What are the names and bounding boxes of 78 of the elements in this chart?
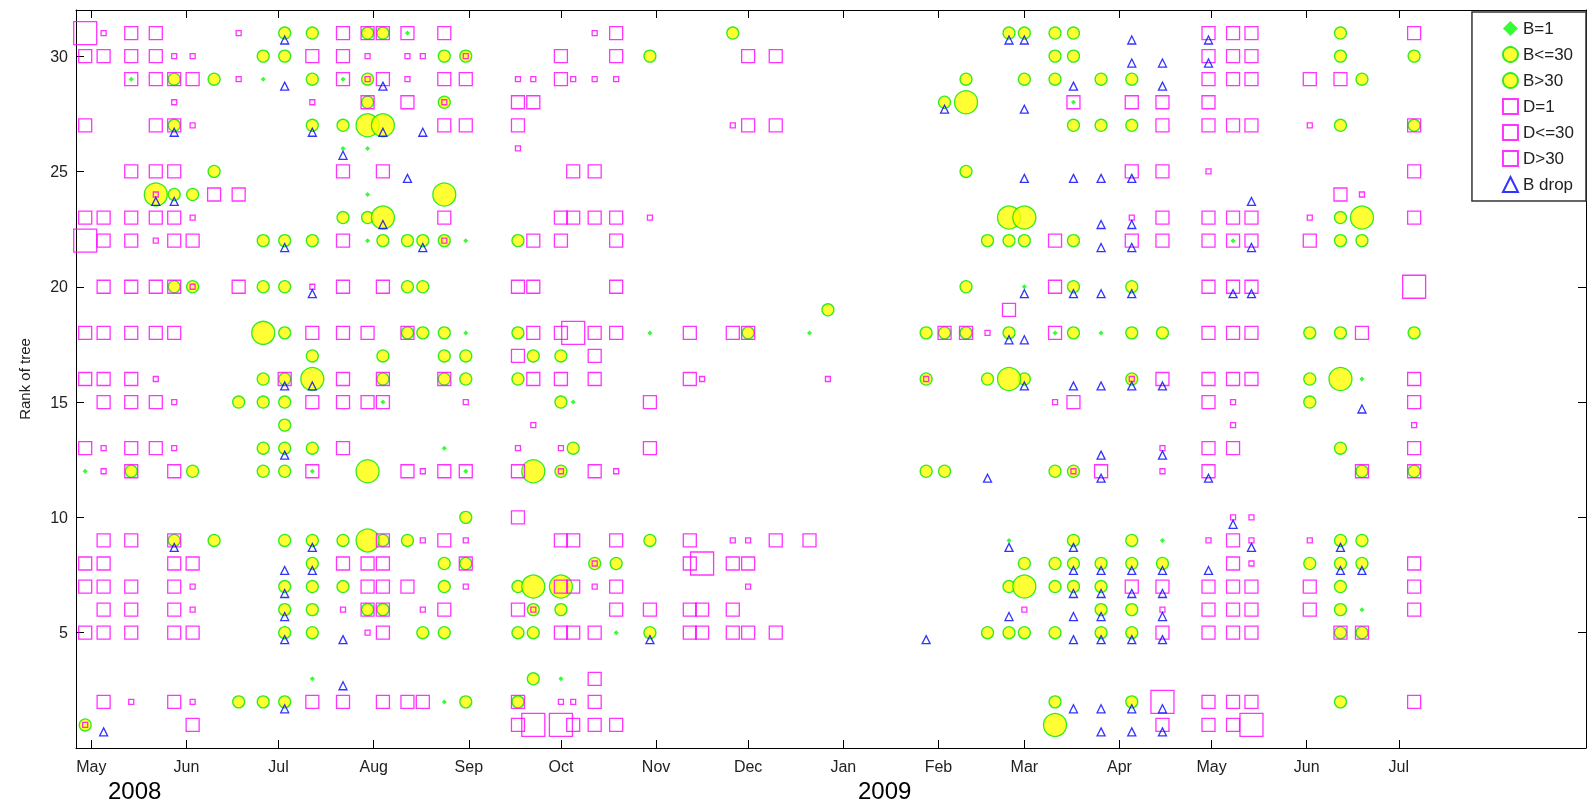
point [300, 366, 325, 392]
legend-label: D>30 [1522, 149, 1565, 168]
point [561, 320, 586, 346]
point [1328, 366, 1353, 392]
legend-label: B>30 [1522, 71, 1564, 90]
point [1006, 537, 1012, 543]
legend-label: B drop [1522, 175, 1574, 194]
x-tick-label: Jun [1293, 757, 1320, 775]
point [82, 468, 88, 474]
y-tick-label: 20 [50, 278, 69, 296]
point [1401, 274, 1427, 299]
point [807, 330, 813, 336]
point [1150, 689, 1175, 715]
point [1012, 574, 1037, 599]
x-tick-label: Jun [173, 757, 200, 775]
point [370, 113, 396, 138]
point [1159, 537, 1165, 543]
point [689, 551, 715, 576]
y-tick-label: 5 [59, 624, 69, 642]
x-tick-label: Jul [268, 757, 289, 775]
point [1098, 330, 1104, 336]
point [558, 676, 564, 682]
legend-label: B=1 [1522, 19, 1554, 38]
x-tick-label: Aug [359, 757, 388, 775]
x-tick-label: Jul [1388, 757, 1410, 775]
point [365, 145, 371, 151]
x-tick-label: May [76, 757, 107, 775]
point [463, 330, 469, 336]
x-tick-label: Dec [733, 757, 763, 775]
point [1012, 205, 1037, 230]
point [1359, 376, 1365, 382]
point [521, 459, 546, 484]
point [1239, 712, 1264, 738]
x-tick-label: May [1196, 757, 1227, 775]
x-tick-label: Nov [641, 757, 671, 775]
point [521, 574, 546, 599]
point [73, 20, 98, 46]
legend-label: D=1 [1522, 97, 1555, 116]
x-tick-label: Jan [830, 757, 857, 775]
text: 2008 [108, 776, 162, 804]
point [463, 238, 469, 244]
point [340, 145, 346, 151]
point [251, 320, 276, 346]
text: 2009 [858, 776, 912, 804]
x-tick-label: Sep [454, 757, 484, 775]
legend-label: B<=30 [1522, 45, 1574, 64]
point [996, 366, 1022, 392]
point [613, 630, 619, 636]
point [365, 192, 371, 197]
point [647, 330, 653, 336]
point [441, 445, 447, 451]
y-tick-label: 25 [50, 162, 69, 180]
y-tick-label: 30 [50, 47, 69, 65]
point [441, 699, 447, 705]
legend-label: D<=30 [1522, 123, 1575, 142]
point [953, 90, 979, 115]
point [355, 459, 380, 484]
point [548, 712, 574, 738]
point [432, 182, 457, 207]
y-tick-label: 15 [50, 393, 69, 411]
y-tick-label: 10 [50, 508, 69, 526]
x-tick-label: Apr [1107, 757, 1133, 775]
point [370, 205, 396, 230]
point [1021, 284, 1027, 290]
x-tick-label: Mar [1010, 757, 1039, 775]
x-tick-label: Oct [548, 757, 574, 775]
point [260, 76, 266, 82]
y-axis-title: Rank of tree [16, 338, 33, 420]
point [1359, 607, 1365, 613]
point [570, 399, 576, 405]
point [1042, 712, 1068, 738]
point [1349, 205, 1375, 230]
point [365, 238, 371, 244]
point [355, 528, 380, 553]
point [73, 228, 98, 253]
point [521, 712, 546, 738]
x-tick-label: Feb [924, 757, 953, 775]
point [309, 676, 315, 682]
